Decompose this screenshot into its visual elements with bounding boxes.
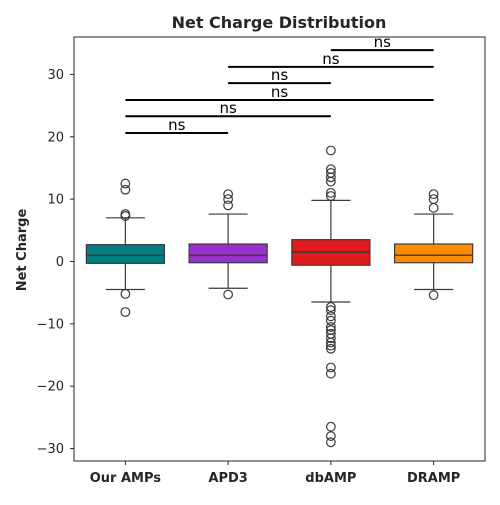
outlier-point xyxy=(325,311,336,322)
outlier-point xyxy=(325,187,336,198)
outlier-point xyxy=(325,368,336,379)
outlier-point xyxy=(325,191,336,201)
y-tick-label: 20 xyxy=(47,130,64,145)
outlier-point xyxy=(325,421,336,432)
y-tick-label: 30 xyxy=(47,68,64,83)
outlier-point xyxy=(428,194,439,205)
y-tick-label: −10 xyxy=(37,317,64,332)
outlier-point xyxy=(325,343,336,354)
significance-label: ns xyxy=(271,83,289,101)
box-our-amps xyxy=(85,178,166,317)
outlier-point xyxy=(120,307,131,317)
y-tick-label: −20 xyxy=(37,380,64,395)
outlier-point xyxy=(223,200,234,211)
outlier-point xyxy=(223,189,234,200)
y-tick-label: 10 xyxy=(47,193,64,208)
outlier-point xyxy=(325,315,336,326)
y-tick-label: −30 xyxy=(37,442,64,457)
outlier-point xyxy=(325,362,336,373)
x-axis-ticks: Our AMPs APD3 dbAMP DRAMP xyxy=(90,461,460,486)
outlier-point xyxy=(325,302,336,312)
significance-label: ns xyxy=(271,66,289,84)
outlier-point xyxy=(325,337,336,348)
outlier-point xyxy=(325,437,336,448)
outlier-point xyxy=(325,164,336,175)
outlier-point xyxy=(120,178,131,189)
box-dbamp xyxy=(291,145,371,448)
outlier-point xyxy=(325,145,336,156)
significance-label: ns xyxy=(322,50,340,68)
y-axis-label: Net Charge xyxy=(15,209,30,292)
outlier-point xyxy=(325,168,336,178)
outlier-point xyxy=(325,333,336,344)
outlier-point xyxy=(120,184,131,195)
iqr-box xyxy=(393,243,474,264)
outlier-point xyxy=(325,340,336,351)
plot-frame xyxy=(73,36,486,462)
box-apd3 xyxy=(188,189,268,300)
significance-label: ns xyxy=(168,116,186,134)
iqr-box xyxy=(188,243,268,264)
y-tick-label: 0 xyxy=(56,255,64,270)
outlier-point xyxy=(325,305,336,316)
outlier-point xyxy=(325,431,336,441)
significance-label: ns xyxy=(219,99,237,117)
outlier-point xyxy=(428,290,439,301)
outlier-point xyxy=(428,189,439,200)
iqr-box xyxy=(85,244,166,264)
outlier-point xyxy=(120,209,131,219)
outlier-point xyxy=(223,194,234,205)
x-tick-label: APD3 xyxy=(208,471,247,486)
box-series xyxy=(85,145,474,448)
y-axis-ticks: −30 −20 −10 0 10 20 30 xyxy=(37,68,74,457)
outlier-point xyxy=(325,322,336,332)
significance-label: ns xyxy=(374,33,392,51)
outlier-point xyxy=(120,288,131,299)
outlier-point xyxy=(223,289,234,300)
x-tick-label: DRAMP xyxy=(407,471,460,486)
x-tick-label: dbAMP xyxy=(305,471,356,486)
chart-title: Net Charge Distribution xyxy=(172,13,387,32)
outlier-point xyxy=(428,202,439,213)
x-tick-label: Our AMPs xyxy=(90,471,162,486)
box-dramp xyxy=(393,189,474,301)
